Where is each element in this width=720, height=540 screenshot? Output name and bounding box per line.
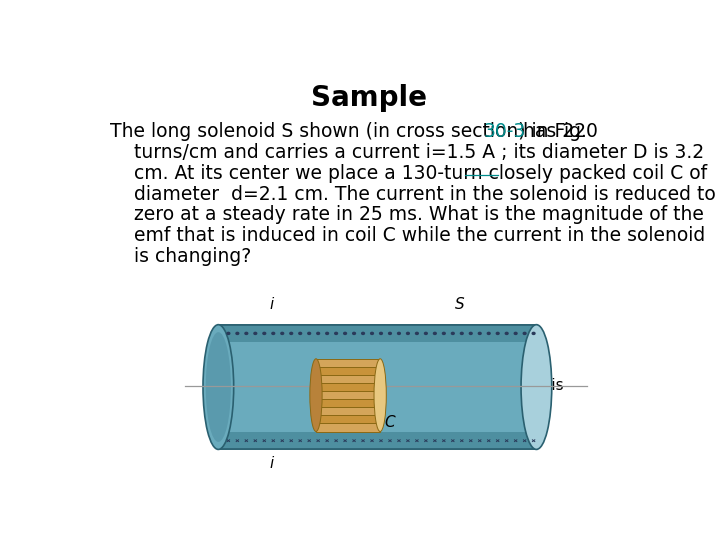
Circle shape [389, 332, 392, 334]
Text: C: C [384, 415, 395, 430]
Circle shape [478, 332, 481, 334]
Circle shape [469, 332, 472, 334]
Ellipse shape [206, 332, 231, 442]
Text: i: i [269, 456, 274, 471]
Circle shape [496, 332, 499, 334]
Text: emf that is induced in coil C while the current in the solenoid: emf that is induced in coil C while the … [109, 226, 705, 245]
Circle shape [487, 332, 490, 334]
Circle shape [451, 332, 454, 334]
Text: zero at a steady rate in 25 ms. What is the magnitude of the: zero at a steady rate in 25 ms. What is … [109, 205, 703, 224]
Circle shape [317, 332, 320, 334]
Circle shape [425, 332, 427, 334]
Text: 30-3: 30-3 [484, 122, 526, 141]
Circle shape [272, 332, 274, 334]
Text: The long solenoid S shown (in cross section) in Fig.: The long solenoid S shown (in cross sect… [109, 122, 593, 141]
Text: is changing?: is changing? [109, 247, 251, 266]
Ellipse shape [374, 359, 387, 431]
Circle shape [353, 332, 356, 334]
Bar [316, 399, 380, 407]
Text: cm. At its center we place a 130-turn closely packed coil C of: cm. At its center we place a 130-turn cl… [109, 164, 706, 183]
Ellipse shape [310, 359, 322, 431]
Circle shape [290, 332, 292, 334]
Ellipse shape [521, 325, 552, 449]
Bar [316, 375, 380, 383]
Text: diameter  d=2.1 cm. The current in the solenoid is reduced to: diameter d=2.1 cm. The current in the so… [109, 185, 715, 204]
Bar [316, 423, 380, 431]
Circle shape [236, 332, 239, 334]
Circle shape [263, 332, 266, 334]
Circle shape [532, 332, 535, 334]
Circle shape [433, 332, 436, 334]
Circle shape [379, 332, 382, 334]
Bar [316, 391, 380, 399]
Text: has 220: has 220 [516, 122, 598, 141]
Circle shape [299, 332, 302, 334]
Text: Axis: Axis [533, 379, 564, 393]
Circle shape [460, 332, 463, 334]
Bar [218, 325, 536, 449]
Circle shape [245, 332, 248, 334]
Circle shape [407, 332, 410, 334]
Bar [316, 415, 380, 423]
Circle shape [443, 332, 445, 334]
Circle shape [523, 332, 526, 334]
Text: Sample: Sample [311, 84, 427, 112]
Circle shape [227, 332, 230, 334]
Circle shape [325, 332, 328, 334]
Ellipse shape [203, 325, 234, 449]
Circle shape [361, 332, 364, 334]
Bar [316, 383, 380, 391]
Circle shape [307, 332, 310, 334]
Bar [316, 359, 380, 367]
Circle shape [335, 332, 338, 334]
Text: turns/cm and carries a current i=1.5 A ; its diameter D is 3.2: turns/cm and carries a current i=1.5 A ;… [109, 143, 703, 162]
Circle shape [371, 332, 374, 334]
Bar [218, 325, 536, 342]
Circle shape [397, 332, 400, 334]
Bar [218, 432, 536, 449]
Bar [316, 367, 380, 375]
Circle shape [254, 332, 257, 334]
Circle shape [343, 332, 346, 334]
Circle shape [281, 332, 284, 334]
Circle shape [415, 332, 418, 334]
Text: i: i [269, 297, 274, 312]
Circle shape [505, 332, 508, 334]
Text: S: S [454, 297, 464, 312]
Circle shape [514, 332, 517, 334]
Bar [316, 407, 380, 415]
